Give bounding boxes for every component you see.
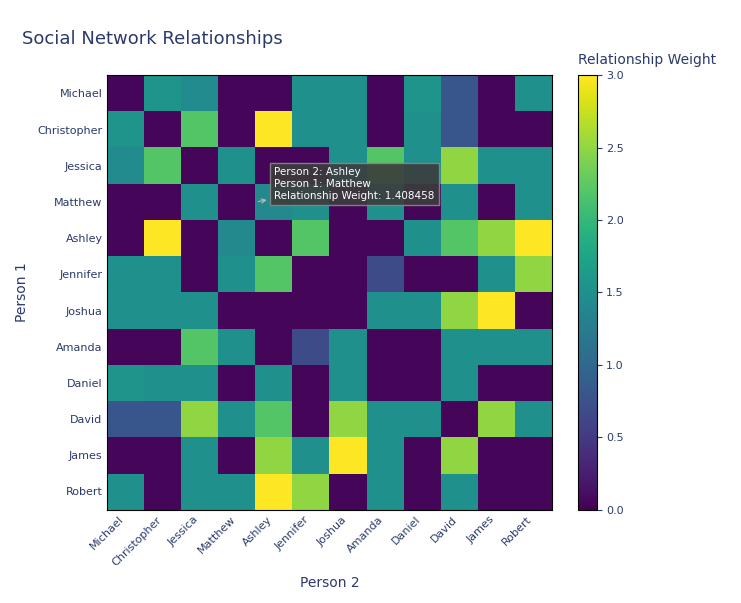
- Text: Social Network Relationships: Social Network Relationships: [22, 30, 283, 48]
- X-axis label: Person 2: Person 2: [300, 576, 359, 590]
- Text: Relationship Weight: Relationship Weight: [578, 53, 716, 68]
- Text: Person 2: Ashley
Person 1: Matthew
Relationship Weight: 1.408458: Person 2: Ashley Person 1: Matthew Relat…: [259, 167, 434, 203]
- Y-axis label: Person 1: Person 1: [15, 262, 29, 323]
